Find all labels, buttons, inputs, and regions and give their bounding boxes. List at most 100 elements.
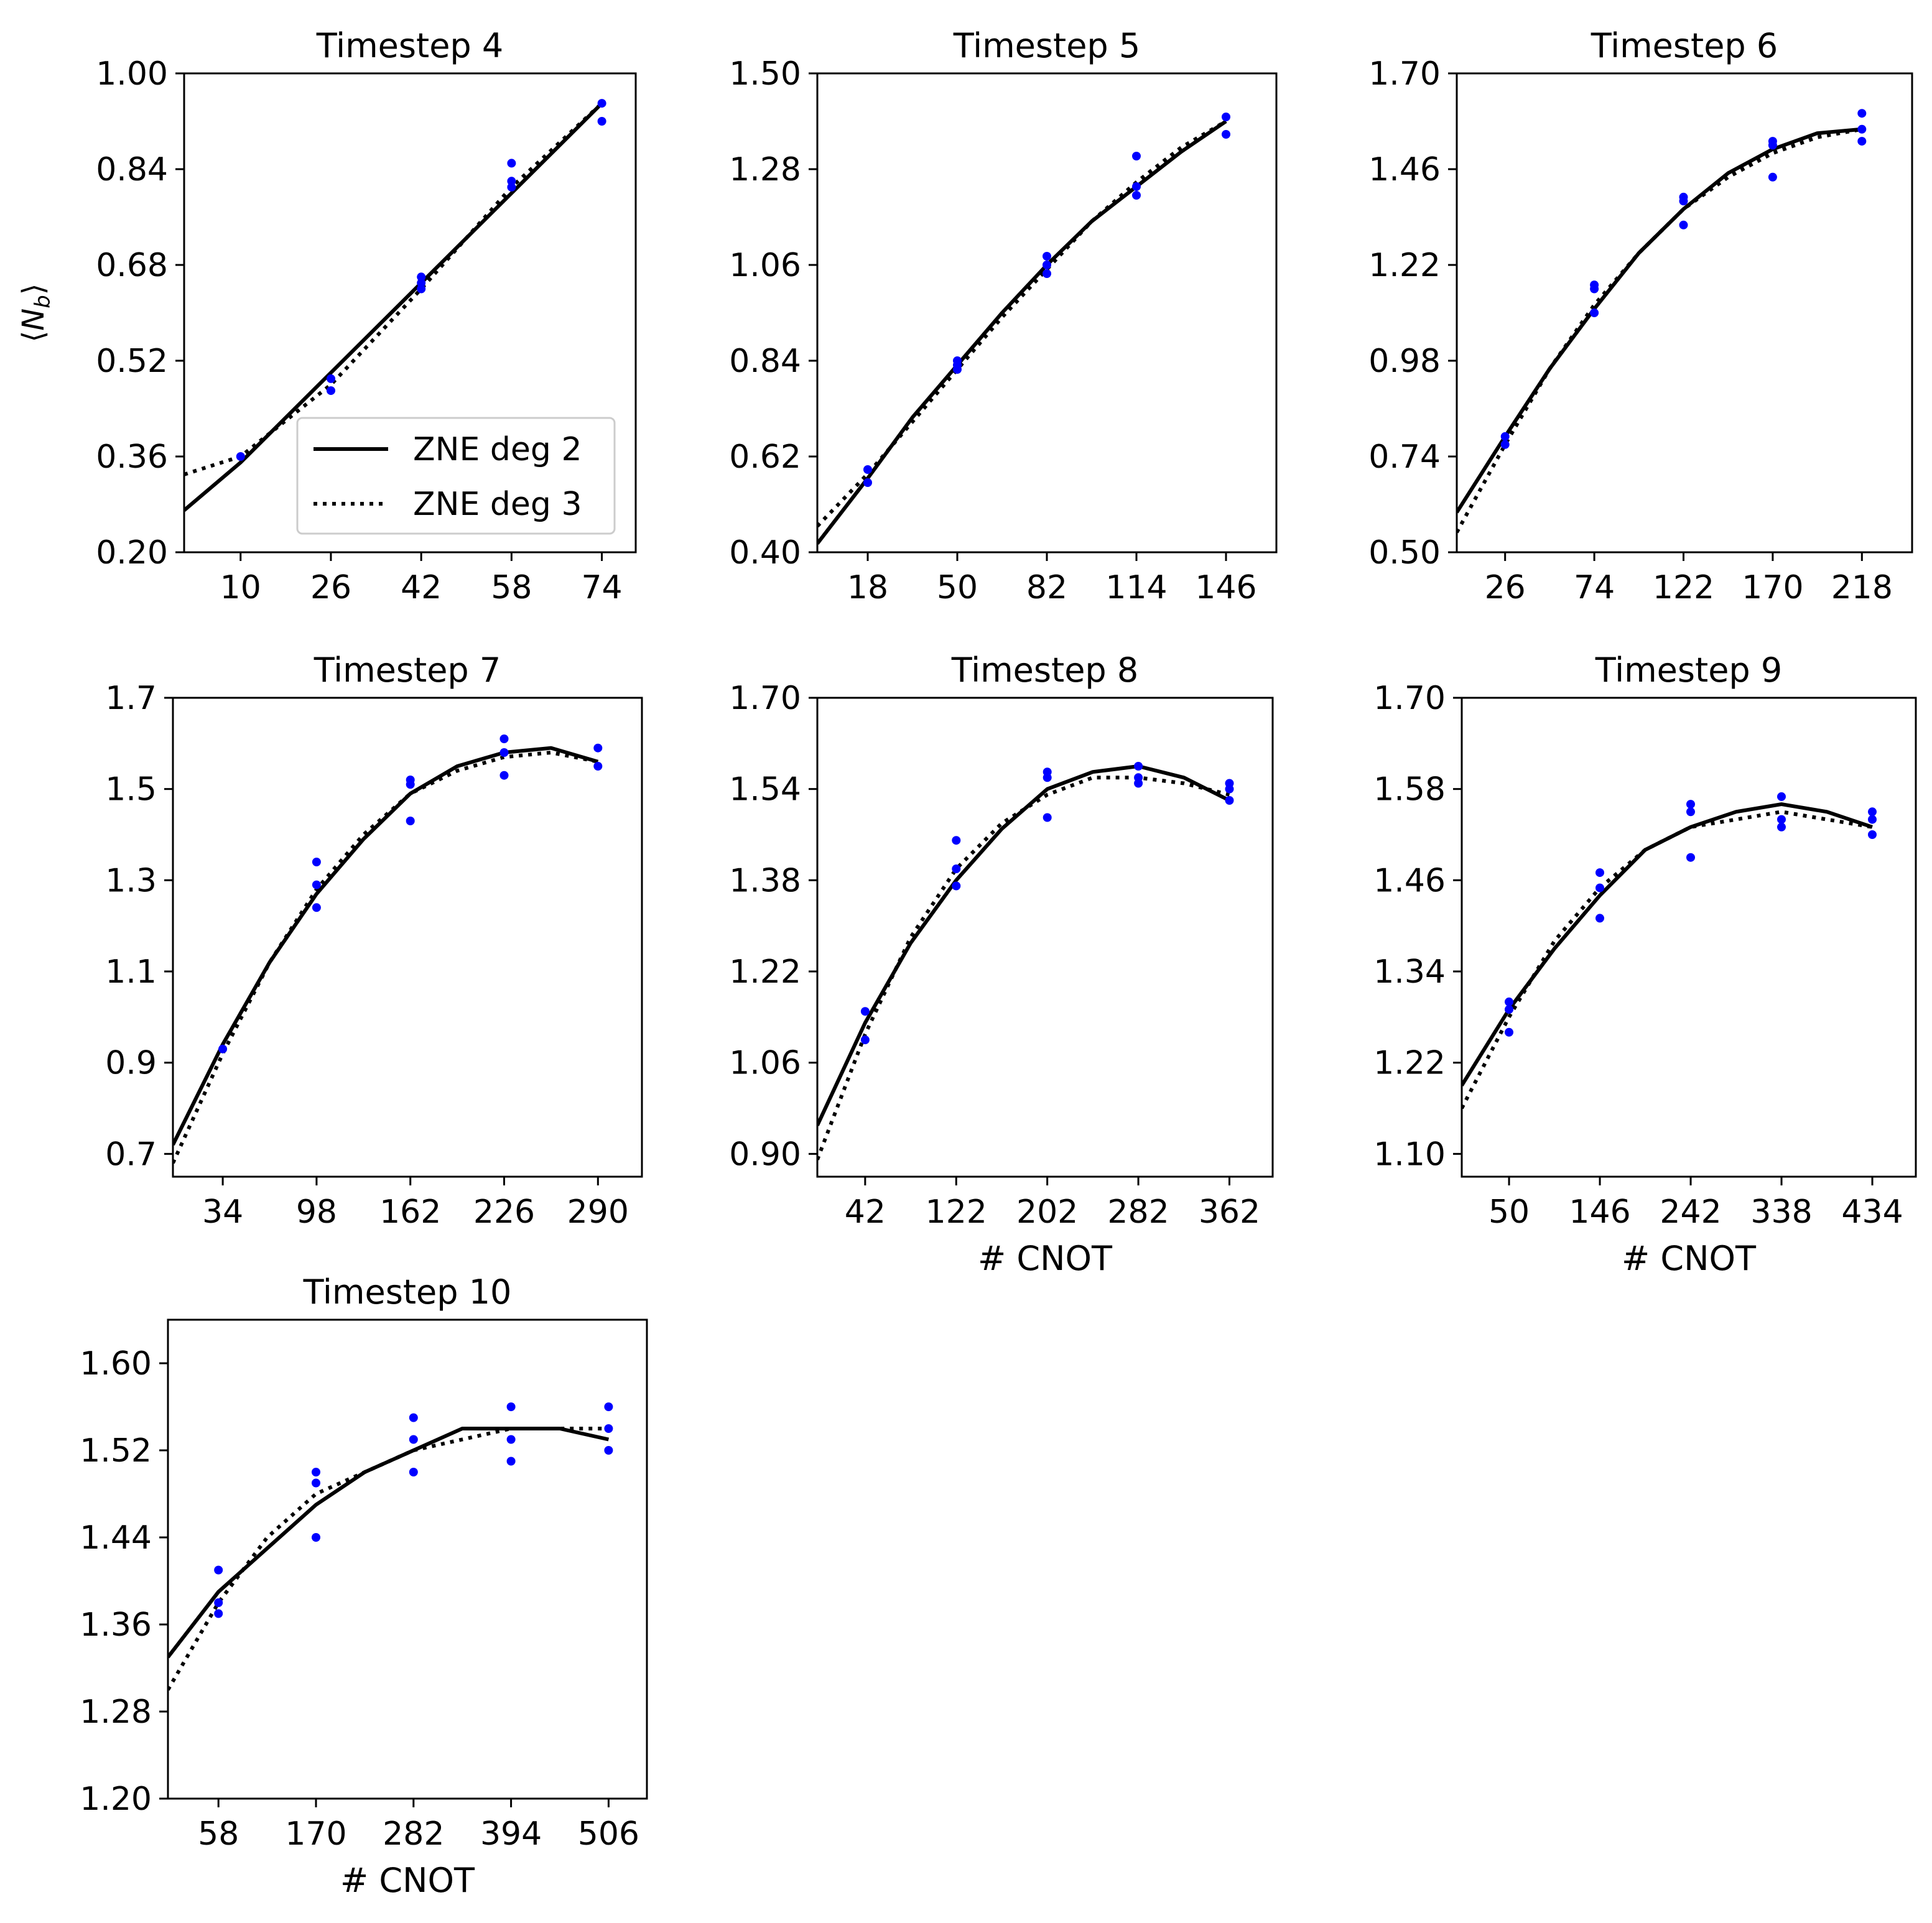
- panel-title: Timestep 8: [951, 651, 1138, 690]
- x-tick-label: 50: [937, 569, 978, 606]
- data-point: [593, 743, 603, 753]
- axes-frame: [183, 72, 637, 554]
- y-tick-label: 1.1: [105, 953, 157, 991]
- data-point: [507, 177, 516, 186]
- axes-frame: [172, 697, 643, 1178]
- x-tick-label: 26: [1485, 569, 1526, 606]
- axes-frame: [816, 697, 1274, 1178]
- data-point: [1686, 807, 1695, 817]
- panel-title: Timestep 6: [1591, 26, 1778, 65]
- y-tick-label: 0.74: [1368, 438, 1441, 476]
- y-tick-label: 0.84: [729, 343, 801, 380]
- x-tick-label: 170: [1742, 569, 1803, 606]
- x-tick-label: 122: [926, 1193, 987, 1231]
- panel-title: Timestep 9: [1595, 651, 1782, 690]
- data-point: [1222, 130, 1230, 139]
- data-point: [312, 1468, 320, 1476]
- y-tick-label: 0.20: [96, 534, 168, 572]
- data-point: [1225, 796, 1234, 805]
- data-point: [1505, 997, 1513, 1006]
- x-tick-label: 50: [1488, 1193, 1530, 1231]
- y-tick-label: 1.58: [1373, 771, 1446, 809]
- data-point: [860, 1007, 870, 1016]
- plot-area: [817, 113, 1230, 545]
- x-tick-label: 362: [1199, 1193, 1260, 1231]
- data-point: [1679, 192, 1688, 202]
- data-point: [1777, 815, 1786, 824]
- data-point: [312, 858, 321, 866]
- data-point: [499, 771, 509, 780]
- x-tick-label: 202: [1016, 1193, 1078, 1231]
- data-point: [312, 1478, 320, 1488]
- plot-area: [1457, 109, 1867, 534]
- data-point: [409, 1435, 418, 1444]
- data-point: [507, 159, 516, 168]
- y-tick-label: 1.7: [105, 680, 157, 717]
- x-tick-label: 218: [1831, 569, 1893, 606]
- x-tick-label: 26: [310, 569, 351, 606]
- y-tick-label: 0.62: [729, 438, 801, 476]
- y-tick-label: 1.46: [1373, 862, 1446, 899]
- series-line-deg3: [184, 101, 603, 476]
- x-tick-label: 98: [296, 1193, 337, 1231]
- y-tick-label: 1.70: [1368, 55, 1441, 93]
- data-point: [1868, 830, 1877, 839]
- data-point: [597, 99, 606, 108]
- plot-area: [1462, 792, 1877, 1110]
- data-point: [1222, 113, 1230, 121]
- data-point: [327, 374, 335, 383]
- y-tick-label: 0.36: [96, 438, 168, 476]
- x-tick-label: 122: [1653, 569, 1714, 606]
- data-point: [1868, 807, 1877, 817]
- legend-box: [296, 417, 616, 535]
- data-point: [1686, 800, 1695, 809]
- data-point: [952, 836, 961, 845]
- y-tick-label: 1.38: [729, 862, 801, 899]
- data-point: [863, 478, 872, 487]
- data-point: [236, 452, 245, 461]
- x-tick-label: 42: [845, 1193, 886, 1231]
- x-tick-label: 114: [1105, 569, 1167, 606]
- x-tick-label: 10: [220, 569, 261, 606]
- panel-title: Timestep 4: [316, 26, 503, 65]
- data-point: [1590, 280, 1599, 290]
- data-point: [953, 356, 962, 365]
- data-point: [1857, 124, 1867, 134]
- y-tick-label: 1.34: [1373, 953, 1446, 991]
- y-tick-label: 0.50: [1368, 534, 1441, 572]
- x-tick-label: 58: [491, 569, 532, 606]
- data-point: [312, 1533, 320, 1542]
- panel-7: 58 170 282 394 506 1.20 1.28 1.36 1.44 1.52 1.60 Ti…: [80, 1272, 648, 1900]
- plot-area: [817, 762, 1234, 1161]
- data-point: [506, 1402, 516, 1411]
- panel-title: Timestep 5: [953, 26, 1140, 65]
- y-tick-label: 1.3: [105, 862, 157, 899]
- legend: ZNE deg 2 ZNE deg 3: [296, 417, 616, 535]
- data-point: [1590, 308, 1599, 317]
- axes-frame: [1456, 72, 1913, 554]
- series-line-deg3: [1462, 810, 1873, 1110]
- legend-label: ZNE deg 3: [413, 486, 582, 523]
- data-point: [417, 278, 426, 287]
- x-tick-label: 58: [198, 1815, 239, 1853]
- y-tick-label: 1.70: [729, 680, 801, 717]
- y-tick-label: 1.46: [1368, 151, 1441, 188]
- x-tick-label: 282: [1107, 1193, 1169, 1231]
- plot-area: [168, 1402, 613, 1691]
- data-point: [604, 1424, 613, 1433]
- series-line-deg2: [173, 746, 599, 1146]
- y-tick-label: 1.44: [80, 1519, 152, 1557]
- y-tick-label: 1.60: [80, 1345, 152, 1383]
- y-tick-label: 1.22: [1368, 247, 1441, 284]
- data-point: [1768, 172, 1777, 182]
- panel-6: 50 146 242 338 434 1.10 1.22 1.34 1.46 1.58 1.70 Ti…: [1373, 651, 1917, 1278]
- x-tick-label: 18: [847, 569, 888, 606]
- data-point: [593, 762, 603, 771]
- data-point: [1134, 773, 1143, 782]
- data-point: [1500, 432, 1510, 441]
- y-tick-label: 1.28: [729, 151, 801, 188]
- data-point: [406, 817, 415, 825]
- x-tick-label: 434: [1841, 1193, 1903, 1231]
- data-point: [312, 903, 321, 912]
